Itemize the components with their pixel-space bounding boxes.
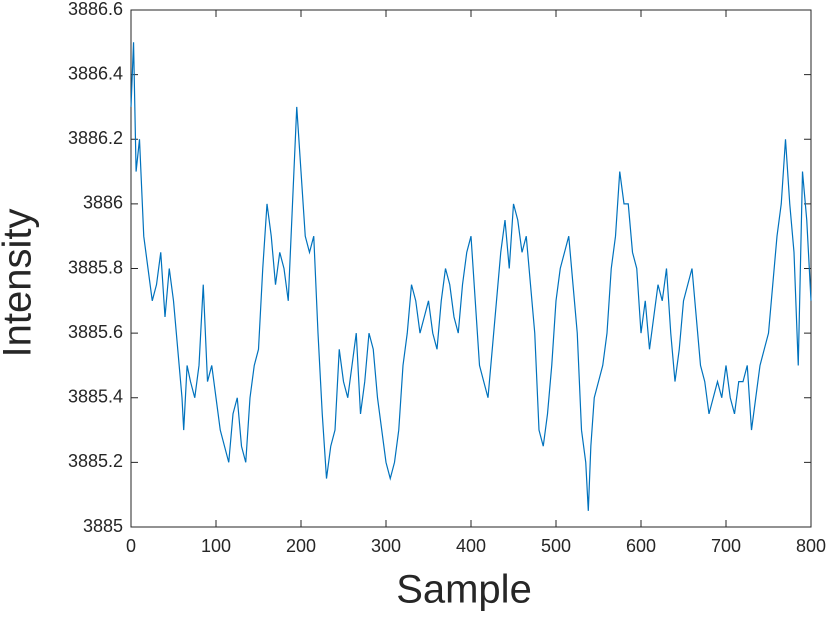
x-tick-label: 300 <box>371 536 401 556</box>
x-tick-label: 600 <box>626 536 656 556</box>
x-tick-label: 800 <box>796 536 826 556</box>
x-tick-label: 0 <box>126 536 136 556</box>
x-tick-label: 400 <box>456 536 486 556</box>
y-tick-label: 3885 <box>83 516 123 536</box>
x-tick-label: 200 <box>286 536 316 556</box>
y-tick-label: 3886.6 <box>68 0 123 19</box>
y-tick-label: 3886.4 <box>68 63 123 83</box>
y-axis-label: Intensity <box>0 209 40 358</box>
y-tick-label: 3885.8 <box>68 257 123 277</box>
y-tick-label: 3886.2 <box>68 128 123 148</box>
x-axis-label: Sample <box>396 568 532 612</box>
x-tick-label: 500 <box>541 536 571 556</box>
y-tick-label: 3886 <box>83 193 123 213</box>
x-tick-label: 700 <box>711 536 741 556</box>
data-line <box>130 42 812 511</box>
x-tick-label: 100 <box>201 536 231 556</box>
y-tick-label: 3885.4 <box>68 387 123 407</box>
y-tick-label: 3885.6 <box>68 322 123 342</box>
plot-frame <box>130 9 812 528</box>
y-tick-label: 3885.2 <box>68 451 123 471</box>
